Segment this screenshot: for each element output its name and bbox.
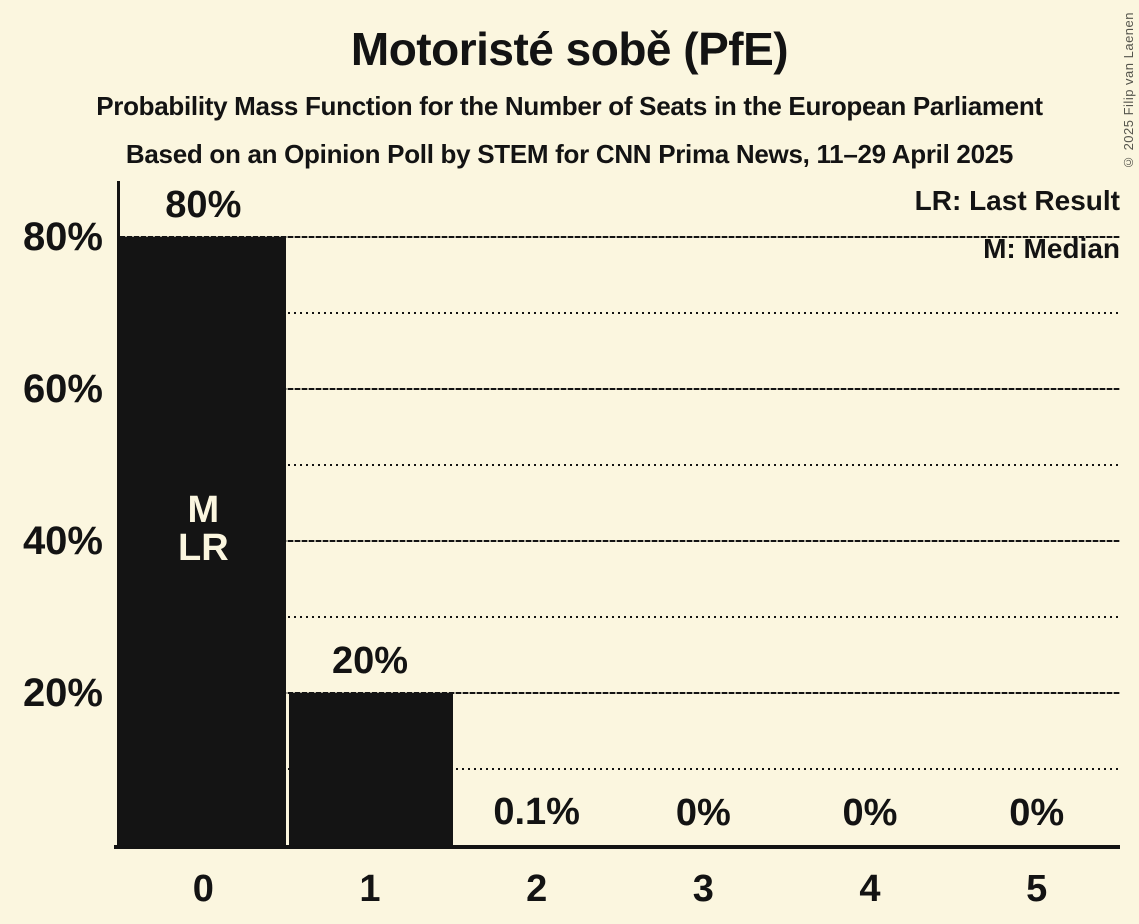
chart-subtitle-poll-details: Based on an Opinion Poll by STEM for CNN… <box>125 139 1014 169</box>
major-gridline-40 <box>120 540 1120 542</box>
legend-last-result: LR: Last Result <box>914 185 1120 216</box>
x-axis-line <box>114 845 1120 849</box>
bar-seats-1 <box>288 693 454 845</box>
chart-title: Motoristé sobě (PfE) <box>350 23 789 75</box>
minor-gridline-50 <box>120 464 1120 466</box>
bar-seats-0 <box>120 237 286 845</box>
x-axis-label-2: 2 <box>526 868 548 910</box>
y-axis-label-80: 80% <box>22 215 103 259</box>
x-axis-label-3: 3 <box>692 868 714 910</box>
x-axis-label-4: 4 <box>859 868 881 910</box>
major-gridline-20 <box>120 692 1120 694</box>
x-axis-label-1: 1 <box>359 868 381 910</box>
annotation-line: LR <box>178 527 229 569</box>
x-axis-label-5: 5 <box>1026 868 1048 910</box>
bar-value-label-2: 0.1% <box>493 791 580 834</box>
minor-gridline-10 <box>120 768 1120 770</box>
major-gridline-80 <box>120 236 1120 238</box>
x-axis-label-0: 0 <box>192 868 214 910</box>
legend-median: M: Median <box>983 233 1120 264</box>
y-axis-label-60: 60% <box>22 367 103 411</box>
y-axis-label-40: 40% <box>22 519 103 563</box>
bar-value-label-0: 80% <box>165 184 242 226</box>
bar-value-label-4: 0% <box>842 792 898 834</box>
bar-value-label-1: 20% <box>331 640 409 682</box>
bar-value-label-3: 0% <box>675 792 731 834</box>
minor-gridline-30 <box>120 616 1120 618</box>
minor-gridline-70 <box>120 312 1120 314</box>
major-gridline-60 <box>120 388 1120 390</box>
bar-value-label-5: 0% <box>1009 792 1065 834</box>
annotation-line: M <box>187 489 220 531</box>
y-axis-label-20: 20% <box>22 671 103 715</box>
chart-subtitle: Probability Mass Function for the Number… <box>96 91 1043 121</box>
bar-annotation-median-last-result: M LR <box>120 491 287 567</box>
y-axis-line <box>117 181 120 849</box>
